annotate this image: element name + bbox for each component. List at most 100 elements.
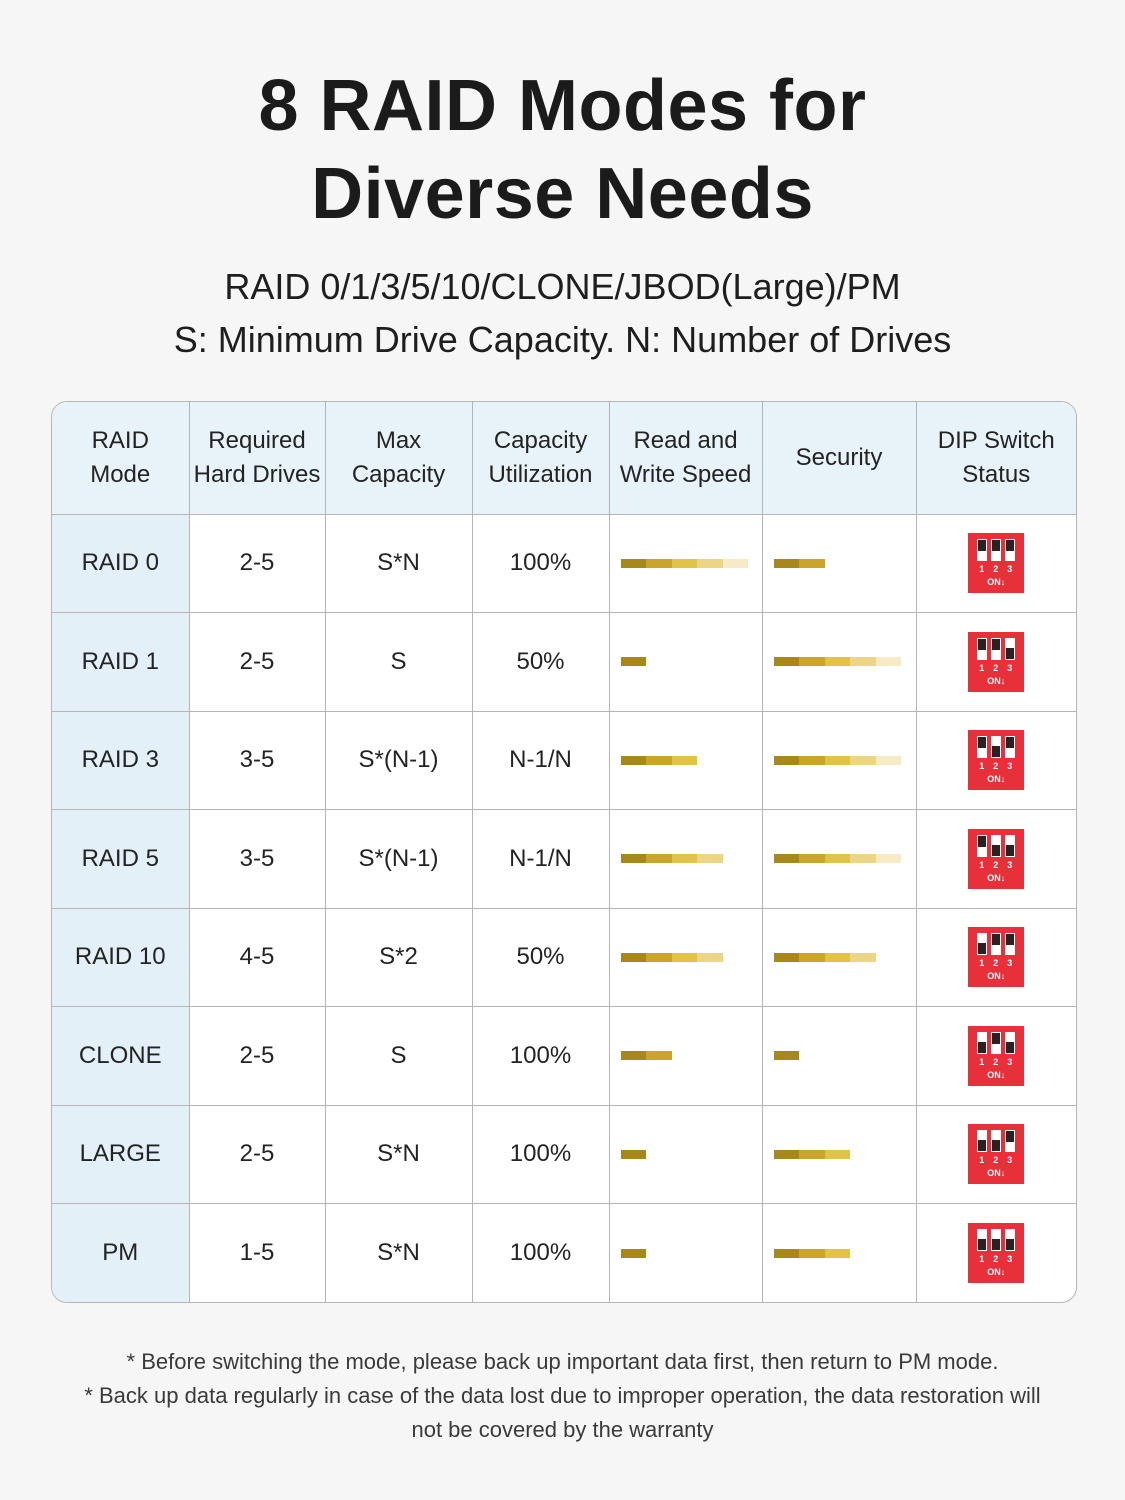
dip-toggle-knob: [1006, 737, 1015, 749]
read-write-speed-bar: [620, 1051, 762, 1061]
raid-mode-cell: RAID 0: [52, 514, 190, 613]
bar-segment: [620, 1149, 646, 1159]
security-level: [762, 1006, 917, 1106]
subtitle-line-1: RAID 0/1/3/5/10/CLONE/JBOD(Large)/PM: [224, 266, 901, 307]
bar-segment: [722, 558, 748, 568]
security-level: [762, 908, 917, 1007]
dip-toggle-knob: [1006, 647, 1015, 659]
security-level: [762, 809, 917, 909]
read-write-speed: [609, 1203, 763, 1302]
table-row: RAID 1 2-5 S 50% 1 2 3 ON↓: [52, 612, 1076, 712]
read-write-speed-bar: [620, 1149, 762, 1159]
dip-switch-cell: 1 2 3 ON↓: [916, 514, 1076, 613]
read-write-speed: [609, 1105, 763, 1204]
max-capacity-cell: S*2: [325, 908, 473, 1007]
bar-segment: [850, 755, 876, 765]
read-write-speed: [609, 908, 763, 1007]
dip-toggle-2: [991, 834, 1002, 857]
raid-mode-cell: RAID 3: [52, 711, 190, 810]
header-raid-mode: RAID Mode: [52, 402, 190, 515]
dip-toggle-2: [991, 933, 1002, 956]
dip-toggle-knob: [1006, 1041, 1015, 1053]
security-level-bar: [773, 1149, 916, 1159]
read-write-speed-bar: [620, 657, 762, 667]
dip-number-label: 2: [993, 1155, 999, 1166]
dip-toggle-3: [1005, 1130, 1016, 1153]
header-max-capacity: Max Capacity: [325, 402, 473, 515]
dip-toggle-1: [977, 1229, 988, 1251]
dip-switch-icon: 1 2 3 ON↓: [968, 1025, 1025, 1086]
required-drives-cell: 4-5: [189, 908, 326, 1007]
bar-segment: [875, 657, 901, 667]
dip-toggle-knob: [978, 1239, 987, 1250]
bar-segment: [799, 854, 825, 864]
dip-toggle-1: [977, 637, 988, 660]
max-capacity-cell: S*N: [325, 1203, 473, 1302]
table-row: RAID 0 2-5 S*N 100% 1 2 3 ON↓: [52, 514, 1076, 613]
raid-mode-cell: PM: [52, 1203, 190, 1302]
bar-segment: [824, 854, 850, 864]
header-security: Security: [762, 402, 917, 515]
dip-toggle-1: [977, 933, 988, 956]
required-drives-cell: 1-5: [189, 1203, 326, 1302]
table-row: RAID 5 3-5 S*(N-1) N-1/N 1 2 3 ON↓: [52, 809, 1076, 909]
bar-segment: [824, 1149, 850, 1159]
table-row: CLONE 2-5 S 100% 1 2 3 ON↓: [52, 1006, 1076, 1106]
raid-mode-cell: CLONE: [52, 1006, 190, 1106]
bar-segment: [773, 558, 799, 568]
read-write-speed-bar: [620, 755, 762, 765]
dip-toggle-knob: [978, 943, 987, 955]
dip-on-label: ON↓: [987, 774, 1006, 785]
dip-toggle-knob: [978, 638, 987, 650]
bar-segment: [671, 558, 697, 568]
dip-toggle-knob: [1006, 934, 1015, 946]
bar-segment: [646, 1051, 672, 1061]
dip-toggle-knob: [978, 1041, 987, 1053]
bar-segment: [671, 952, 697, 962]
security-level-bar: [773, 1051, 916, 1061]
read-write-speed: [609, 1006, 763, 1106]
dip-number-label: 1: [979, 1155, 985, 1166]
required-drives-cell: 3-5: [189, 809, 326, 909]
bar-segment: [850, 854, 876, 864]
dip-toggle-3: [1005, 736, 1016, 759]
security-level: [762, 1105, 917, 1204]
footnote-3: not be covered by the warranty: [411, 1417, 714, 1442]
read-write-speed: [609, 612, 763, 712]
dip-toggle-knob: [992, 844, 1001, 856]
footnote-2: * Back up data regularly in case of the …: [84, 1383, 1041, 1408]
dip-switch-cell: 1 2 3 ON↓: [916, 1006, 1076, 1106]
dip-toggle-2: [991, 1130, 1002, 1153]
dip-switch-cell: 1 2 3 ON↓: [916, 809, 1076, 909]
header-capacity-utilization: Capacity Utilization: [472, 402, 610, 515]
dip-toggle-3: [1005, 933, 1016, 956]
raid-mode-cell: RAID 5: [52, 809, 190, 909]
read-write-speed-bar: [620, 854, 762, 864]
security-level-bar: [773, 854, 916, 864]
table-row: LARGE 2-5 S*N 100% 1 2 3 ON↓: [52, 1105, 1076, 1204]
capacity-utilization-cell: 100%: [472, 1105, 610, 1204]
dip-number-label: 2: [993, 761, 999, 772]
max-capacity-cell: S*(N-1): [325, 809, 473, 909]
security-level-bar: [773, 558, 916, 568]
bar-segment: [799, 657, 825, 667]
dip-on-label: ON↓: [987, 577, 1006, 588]
dip-number-label: 3: [1007, 1254, 1013, 1264]
dip-toggle-3: [1005, 539, 1016, 562]
bar-segment: [799, 755, 825, 765]
dip-toggle-2: [991, 1229, 1002, 1251]
capacity-utilization-cell: N-1/N: [472, 711, 610, 810]
bar-segment: [773, 952, 799, 962]
bar-segment: [646, 558, 672, 568]
bar-segment: [799, 558, 825, 568]
dip-toggle-1: [977, 1130, 988, 1153]
header-required-hard-drives: Required Hard Drives: [189, 402, 326, 515]
read-write-speed-bar: [620, 1248, 762, 1258]
bar-segment: [799, 952, 825, 962]
dip-toggle-1: [977, 834, 988, 857]
read-write-speed: [609, 809, 763, 909]
required-drives-cell: 2-5: [189, 1105, 326, 1204]
dip-toggle-2: [991, 539, 1002, 562]
dip-number-label: 2: [993, 958, 999, 969]
dip-number-label: 1: [979, 564, 985, 575]
